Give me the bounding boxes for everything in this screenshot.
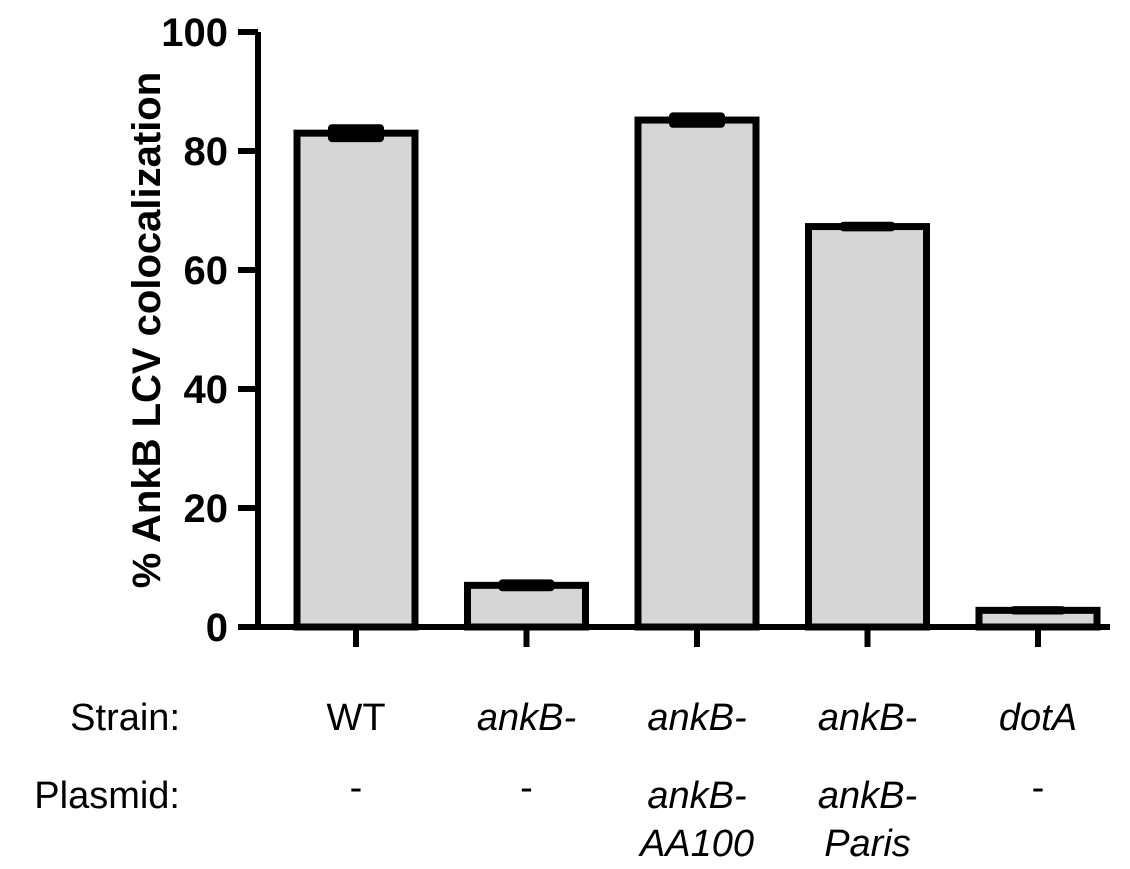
y-tick-label-80: 80 xyxy=(184,130,229,174)
axes-layer: 0 20 40 60 80 100 xyxy=(161,11,1110,650)
row-2-cell-2: - xyxy=(520,767,533,809)
row-label-1: Strain: xyxy=(70,697,180,739)
y-tick-label-20: 20 xyxy=(184,487,229,531)
error-bar-3 xyxy=(669,112,725,128)
error-bar-5 xyxy=(1010,606,1066,615)
y-tick-label-0: 0 xyxy=(206,606,228,650)
y-axis-title: % AnkB LCV colocalization xyxy=(125,72,169,588)
bar-2 xyxy=(464,581,589,631)
error-bar-4 xyxy=(839,221,896,232)
y-tick-label-100: 100 xyxy=(161,11,228,55)
bar-1 xyxy=(293,129,419,631)
bar-3 xyxy=(634,116,760,631)
row-2-cell-4: ankB-Paris xyxy=(818,775,917,865)
row-1-cell-4: ankB- xyxy=(818,697,917,739)
bars-layer xyxy=(293,112,1101,631)
row-1-cell-1: WT xyxy=(326,697,385,739)
row-2-cell-3: ankB-AA100 xyxy=(638,775,754,865)
row-1-cell-2: ankB- xyxy=(477,697,576,739)
bar-4 xyxy=(805,223,930,631)
x-label-table: Strain: WT ankB-ankB-ankB-dotA Plasmid: - - an… xyxy=(34,697,1077,865)
row-2-cell-1: - xyxy=(350,767,363,809)
error-bar-2 xyxy=(498,579,555,592)
row-1-cell-3: ankB- xyxy=(647,697,746,739)
y-tick-label-60: 60 xyxy=(184,249,229,293)
row-label-2: Plasmid: xyxy=(34,775,180,817)
error-bar-1 xyxy=(328,124,384,143)
row-2-cell-5: - xyxy=(1032,767,1045,809)
row-1-cell-5: dotA xyxy=(999,697,1077,739)
y-tick-label-40: 40 xyxy=(184,368,229,412)
